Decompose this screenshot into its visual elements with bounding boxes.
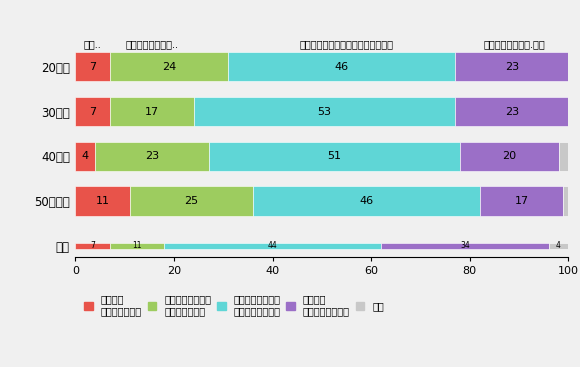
Bar <box>455 97 568 126</box>
Text: 7: 7 <box>89 62 96 72</box>
Bar <box>75 243 110 249</box>
Text: 7: 7 <box>90 241 95 250</box>
Legend: 積極的に
取り組んでいる, どちらかと言えば
取り組んでいる, どちらかと言えば
取り組んでいない, まったく
取り組んでいない, 不明: 積極的に 取り組んでいる, どちらかと言えば 取り組んでいる, どちらかと言えば… <box>80 290 388 320</box>
Text: 17: 17 <box>145 106 159 117</box>
Text: 積極..: 積極.. <box>84 39 102 49</box>
Text: 23: 23 <box>145 151 159 161</box>
Text: 53: 53 <box>317 106 331 117</box>
Text: 46: 46 <box>335 62 349 72</box>
Bar <box>559 142 568 171</box>
Text: 25: 25 <box>184 196 198 206</box>
Bar <box>75 186 129 215</box>
Bar <box>75 52 110 81</box>
Text: 23: 23 <box>505 106 519 117</box>
Text: 24: 24 <box>162 62 176 72</box>
Bar <box>253 186 480 215</box>
Bar <box>164 243 381 249</box>
Bar <box>110 97 194 126</box>
Text: どちらかと言えば取り組んでいない: どちらかと言えば取り組んでいない <box>299 39 394 49</box>
Text: 23: 23 <box>505 62 519 72</box>
Text: 11: 11 <box>132 241 142 250</box>
Bar <box>460 142 559 171</box>
Bar <box>455 52 568 81</box>
Text: 20: 20 <box>502 151 516 161</box>
Bar <box>228 52 455 81</box>
Text: 4: 4 <box>556 241 561 250</box>
Text: 51: 51 <box>327 151 341 161</box>
Bar <box>381 243 549 249</box>
Text: 46: 46 <box>359 196 374 206</box>
Text: 44: 44 <box>268 241 277 250</box>
Text: 11: 11 <box>96 196 110 206</box>
Text: 4: 4 <box>82 151 89 161</box>
Bar <box>110 243 164 249</box>
Text: どちらかと言えば..: どちらかと言えば.. <box>125 39 178 49</box>
Text: 7: 7 <box>89 106 96 117</box>
Bar <box>75 97 110 126</box>
Bar <box>194 97 455 126</box>
Bar <box>549 243 568 249</box>
Bar <box>480 186 564 215</box>
Text: 17: 17 <box>514 196 528 206</box>
Bar <box>209 142 460 171</box>
Bar <box>564 186 568 215</box>
Bar <box>95 142 209 171</box>
Bar <box>129 186 253 215</box>
Bar <box>110 52 228 81</box>
Bar <box>75 142 95 171</box>
Text: 34: 34 <box>460 241 470 250</box>
Text: まったく取り組ん.不明: まったく取り組ん.不明 <box>483 39 545 49</box>
